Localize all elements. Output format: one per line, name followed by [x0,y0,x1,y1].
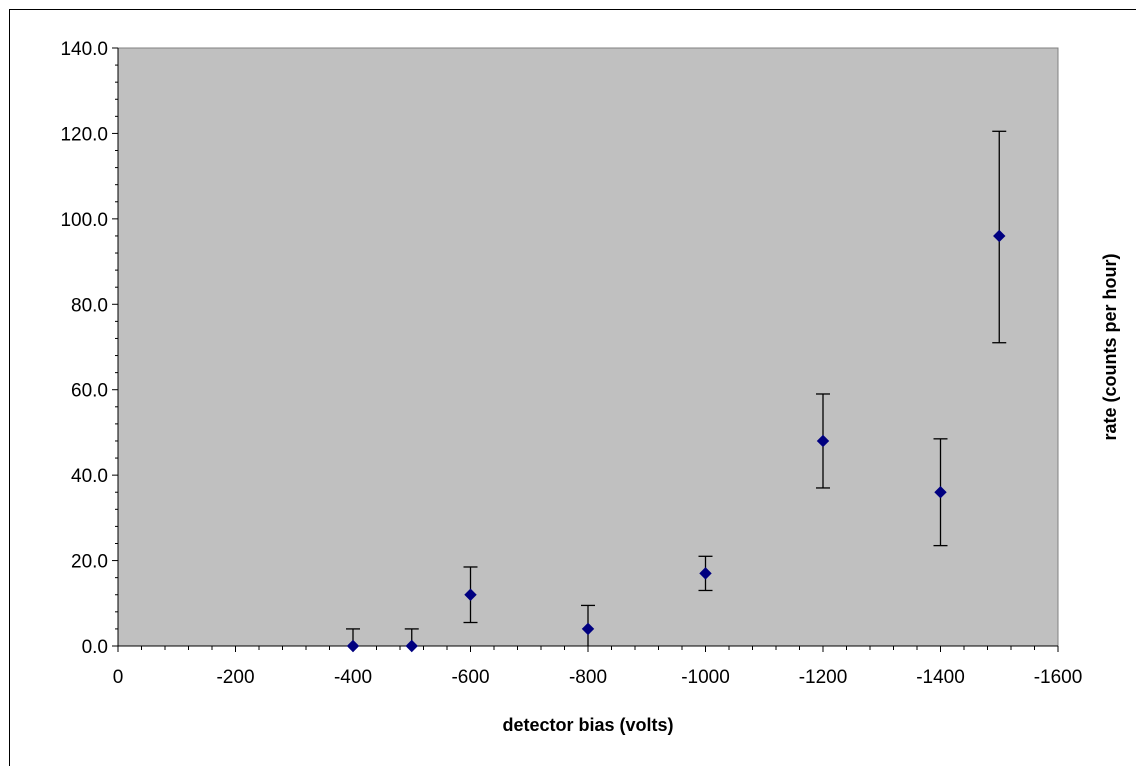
data-point [816,434,830,448]
y-tick-label: 40.0 [71,466,108,487]
x-tick-label: -1000 [681,667,730,688]
data-point [405,639,418,653]
x-tick-label: 0 [113,667,124,688]
chart-frame [9,9,1136,766]
x-tick-labels: 0 -200 -400 -600 -800 -1000 -1200 -1400 -1600 [113,667,1083,688]
x-tick-label: -1200 [799,667,848,688]
y-tick-label: 140.0 [60,39,108,60]
data-markers [346,229,1006,653]
x-tick-label: -400 [334,667,372,688]
y-tick-labels: 0.0 20.0 40.0 60.0 80.0 100.0 120.0 140.0 [60,39,108,658]
data-point [993,229,1006,243]
data-point [581,622,595,636]
y-tick-label: 100.0 [60,210,108,231]
x-axis-title: detector bias (volts) [502,715,673,735]
data-point [934,486,947,499]
plot-area [117,47,1059,647]
data-point [699,567,712,580]
data-point [464,588,477,601]
x-tick-label: -1600 [1034,667,1083,688]
x-tick-label: -1400 [916,667,965,688]
y-tick-label: 60.0 [71,381,108,402]
x-tick-label: -800 [569,667,607,688]
y-tick-label: 80.0 [71,295,108,316]
data-point [346,639,360,653]
x-tick-label: -200 [216,667,254,688]
y-tick-label: 120.0 [60,124,108,145]
y-tick-label: 20.0 [71,552,108,573]
x-tick-label: -600 [451,667,489,688]
y-tick-label: 0.0 [82,637,108,658]
y-axis-title: rate (counts per hour) [1100,253,1120,440]
